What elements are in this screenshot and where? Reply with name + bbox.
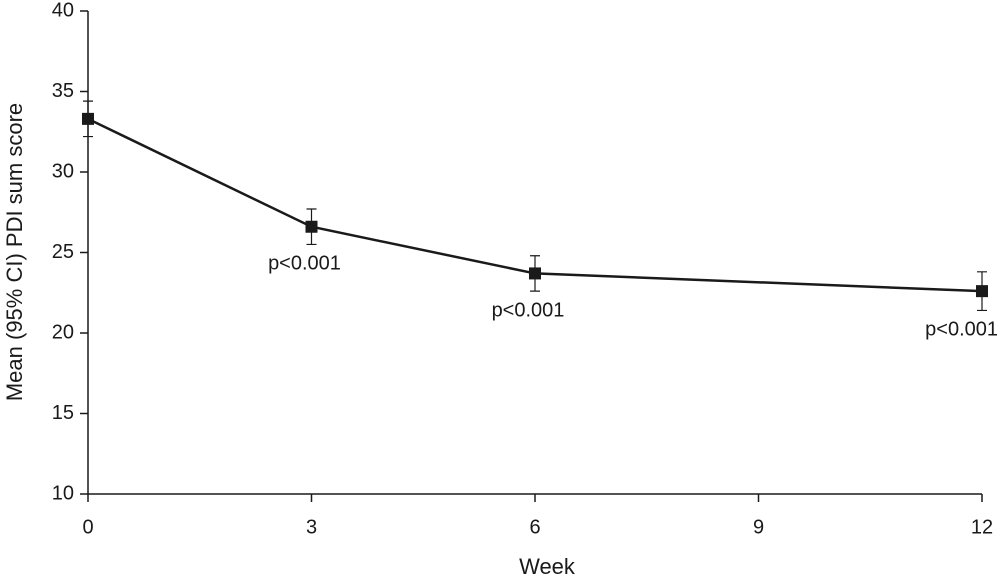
- point: [976, 285, 988, 298]
- point: [305, 220, 318, 233]
- y-axis-label: Mean (95% CI) PDI sum score: [2, 103, 27, 401]
- y-tick-label: 35: [52, 80, 74, 102]
- annotation: p<0.001: [268, 253, 341, 275]
- x-tick-label: 0: [82, 516, 93, 538]
- annotation: p<0.001: [492, 299, 565, 321]
- line: [87, 117, 983, 293]
- y-tick-label: 25: [52, 241, 74, 263]
- y-tick-label: 40: [52, 0, 74, 21]
- y-tick-label: 20: [52, 321, 74, 343]
- point: [529, 267, 541, 280]
- x-tick-label: 6: [529, 516, 540, 538]
- y-tick-label: 30: [52, 160, 74, 182]
- y-tick-label: 10: [52, 482, 74, 504]
- x-tick-label: 9: [753, 516, 764, 538]
- annotation: p<0.001: [925, 319, 998, 341]
- x-tick-label: 12: [971, 516, 993, 538]
- x-tick-label: 3: [306, 516, 317, 538]
- x-axis-label: Week: [519, 554, 576, 579]
- y-tick-label: 15: [52, 402, 74, 424]
- point: [82, 112, 94, 125]
